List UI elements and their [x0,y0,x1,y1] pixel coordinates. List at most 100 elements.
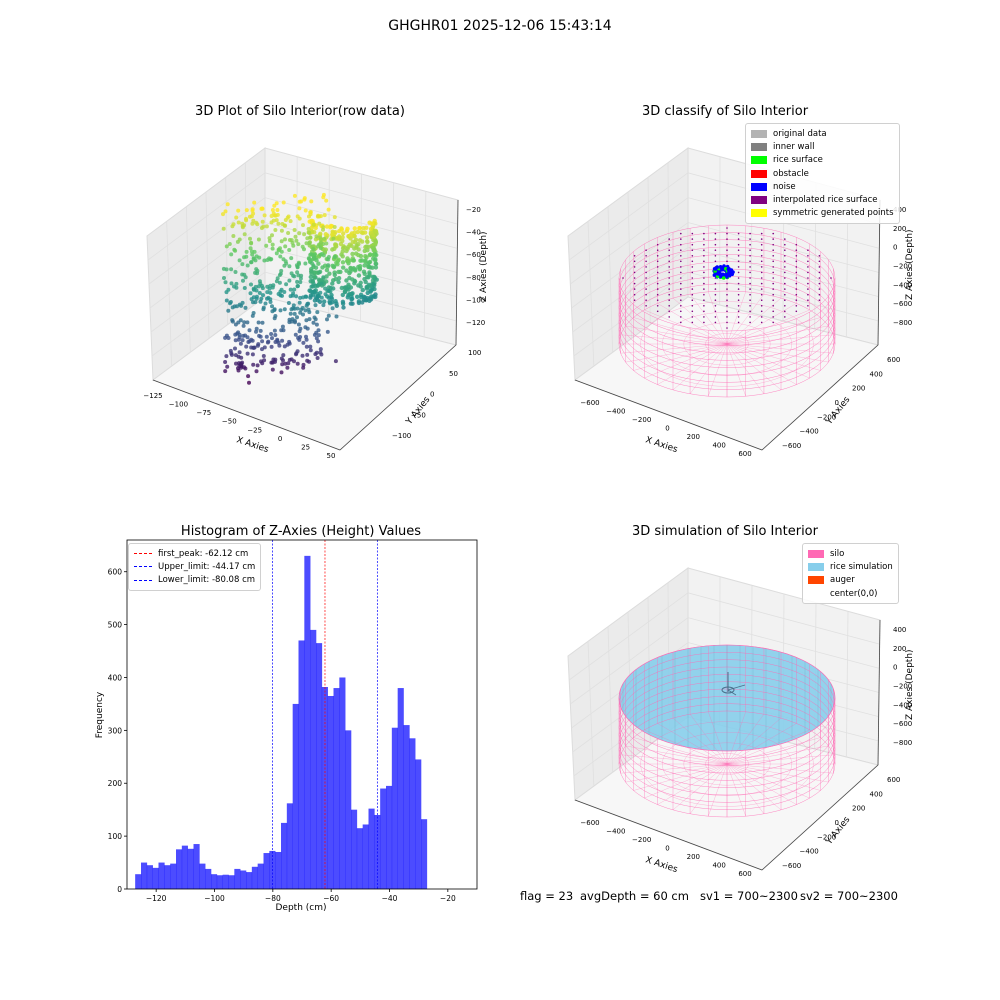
data-point [356,273,362,278]
x-tick-label: −125 [143,392,162,400]
interpolated-point [795,293,798,296]
interpolated-point [703,277,705,279]
data-point [259,359,263,364]
data-point [295,214,300,219]
interpolated-point [795,255,798,257]
data-point [233,332,238,337]
interpolated-point [807,260,809,263]
data-point [306,301,311,306]
interpolated-point [645,277,647,279]
data-point [236,220,241,225]
interpolated-point [749,277,751,279]
classify-zlabel: Z Axies (Depth) [905,229,915,300]
data-point [254,369,259,374]
interpolated-point [818,255,821,257]
silo-spoke [689,294,728,345]
silo-spoke [657,303,728,345]
interpolated-point [737,260,740,263]
interpolated-point [680,238,682,240]
y-axis-line [761,764,879,871]
silo-spoke [708,763,728,817]
data-point [332,255,337,259]
classify-silo-wireframe [618,224,836,398]
legend-label: Lower_limit: -80.08 cm [158,575,256,586]
data-point [345,256,350,261]
interpolated-point [645,293,647,296]
simulation-legend: silo rice simulation auger center(0,0) [802,543,899,605]
classify-tick-labels: −600 −400 −200 0 200 400 600 −600 −400 −200 0 200 40… [580,206,912,458]
y-tick-label: −100 [392,432,411,440]
interpolated-point [784,255,786,257]
data-point [330,306,335,311]
interpolated-point [772,255,774,257]
data-point [283,361,288,366]
silo-spoke [726,711,746,765]
data-point [340,249,345,254]
interpolated-point [668,299,670,302]
data-point [236,354,241,359]
y-tick-label: 300 [108,726,123,735]
interpolated-point [760,266,763,268]
interpolated-point [680,249,682,251]
silo-spoke [708,343,728,397]
data-point [358,253,364,259]
data-point [273,357,278,362]
data-point [255,363,260,368]
interpolated-point [737,293,740,296]
interpolated-point [807,282,809,285]
interpolated-point [807,299,809,302]
legend-item: inner wall [751,140,894,153]
data-point [251,211,256,216]
z-tick-label: 400 [893,626,906,634]
interpolated-point [668,260,670,263]
data-point [304,344,309,349]
data-point [297,329,302,334]
interpolated-point [807,271,809,274]
y-tick-label: 100 [468,349,481,357]
silo-spoke [726,297,782,345]
legend-swatch [751,209,767,218]
data-point [333,276,338,282]
data-point [340,301,346,306]
data-point [279,249,284,254]
interpolated-point [691,243,694,246]
data-point [310,290,315,294]
interpolated-point [737,232,740,235]
data-point [263,301,268,306]
data-point [230,319,235,324]
z-tick-label: 400 [893,206,906,214]
data-point [301,365,306,370]
data-point [318,290,323,295]
interpolated-point [737,266,740,268]
histogram-bar [176,849,183,889]
histogram-bar [415,759,422,889]
data-point [275,208,280,212]
interpolated-point [772,277,774,279]
interpolated-point [784,238,786,240]
data-point [282,290,287,294]
data-point [353,268,358,273]
interpolated-point [633,260,636,263]
interpolated-point [749,310,751,313]
interpolated-point [691,232,694,235]
data-point [326,257,331,262]
data-point [250,207,255,212]
interpolated-point [726,327,728,329]
data-point [228,300,233,304]
interpolated-point [680,255,682,257]
data-point [356,247,361,252]
interpolated-point [830,277,832,279]
data-point [294,238,299,243]
data-point [313,352,318,357]
silo-spoke [726,343,829,363]
interpolated-point [645,255,647,257]
data-point [302,247,306,252]
data-point [318,214,323,219]
data-point [306,256,311,261]
silo-spoke [633,763,728,791]
y-tick-label: 0 [835,399,839,407]
interpolated-point [656,282,659,285]
interpolated-point [714,293,717,296]
data-point [318,240,323,245]
data-point [270,367,275,372]
